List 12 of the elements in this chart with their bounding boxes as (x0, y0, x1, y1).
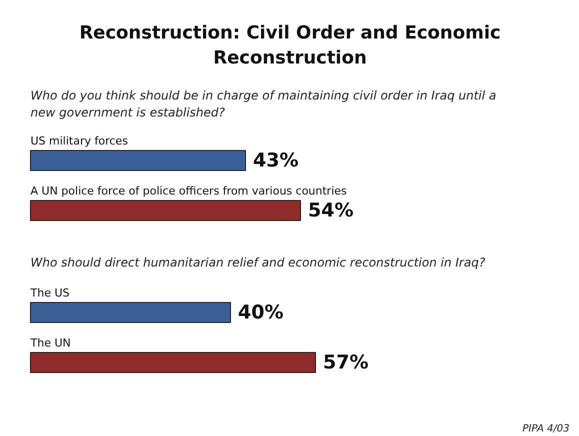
data-label: 43% (253, 150, 298, 172)
data-label: 54% (308, 200, 354, 222)
text: PIPA 4/03 (522, 424, 570, 434)
chart-subtitle: Who do you think should be in charge of maintaining civil order in Iraq until a new government is established? (30, 88, 496, 120)
y-tick-label: US military forces (30, 134, 128, 148)
y-tick-label: The UN (30, 336, 71, 350)
chart-subtitle: Who should direct humanitarian relief and economic reconstruction in Iraq? (30, 256, 486, 270)
data-label: 57% (323, 352, 368, 374)
chart-title: Reconstruction: Civil Order and Economic Reconstruction (79, 22, 501, 69)
y-tick-label: The US (30, 286, 70, 300)
y-tick-label: A UN police force of police officers from various countries (30, 184, 348, 198)
data-label: 40% (238, 302, 284, 324)
